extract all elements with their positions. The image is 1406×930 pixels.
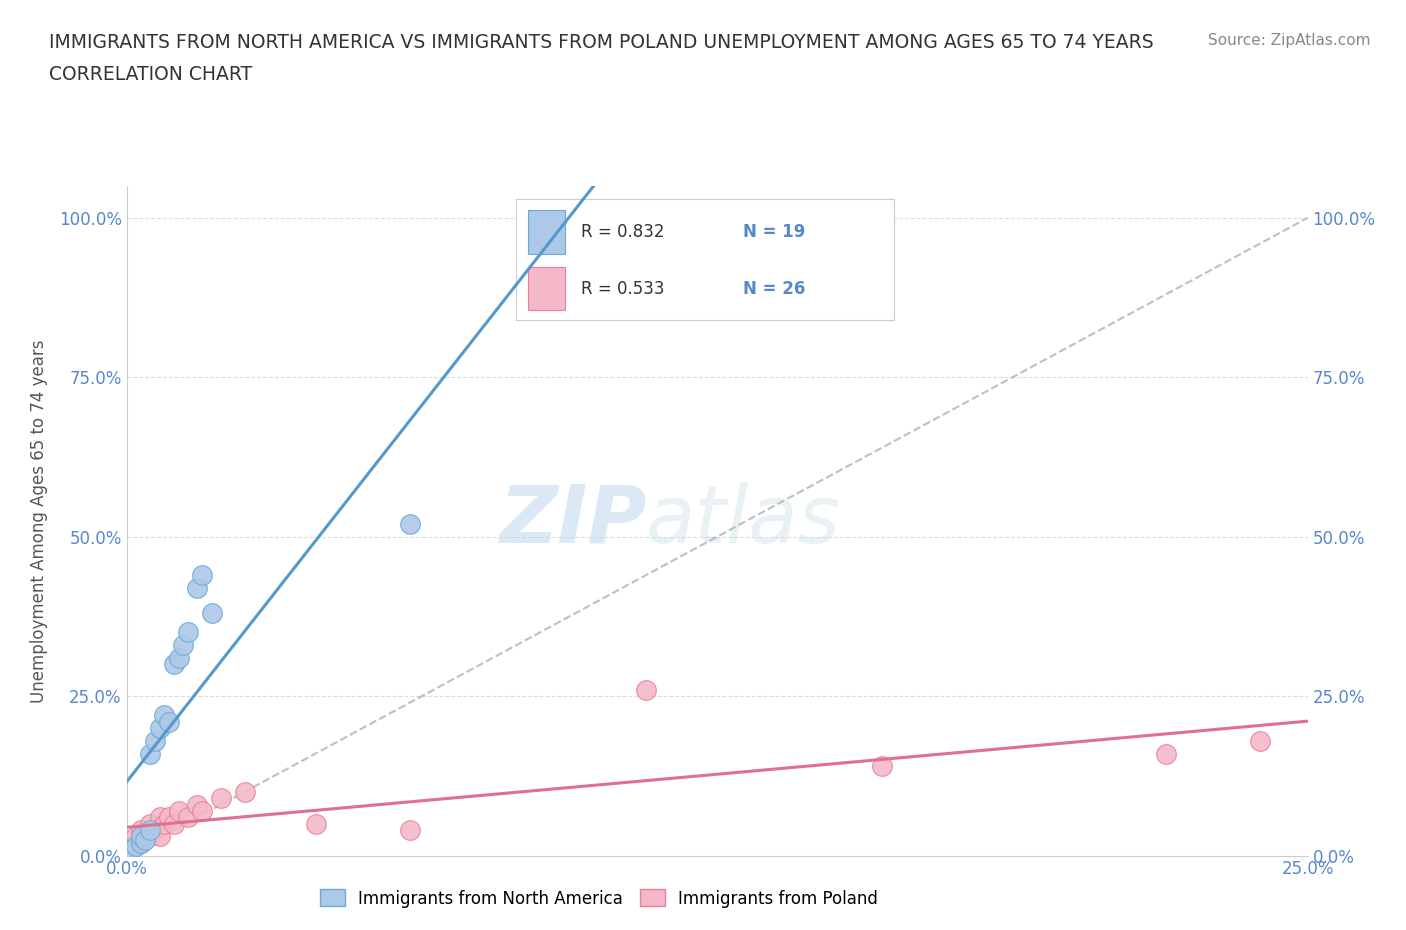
Point: [172, 638, 194, 653]
Point: [139, 829, 162, 844]
Point: [1154, 746, 1177, 761]
Point: [399, 516, 422, 531]
Point: [399, 823, 422, 838]
Point: [167, 804, 190, 818]
Text: Source: ZipAtlas.com: Source: ZipAtlas.com: [1208, 33, 1371, 47]
Point: [636, 683, 658, 698]
Point: [153, 817, 176, 831]
Point: [143, 734, 166, 749]
Point: [139, 823, 162, 838]
Point: [177, 810, 200, 825]
Point: [139, 817, 162, 831]
Point: [163, 817, 186, 831]
Point: [191, 804, 214, 818]
Text: IMMIGRANTS FROM NORTH AMERICA VS IMMIGRANTS FROM POLAND UNEMPLOYMENT AMONG AGES : IMMIGRANTS FROM NORTH AMERICA VS IMMIGRA…: [49, 33, 1154, 51]
Point: [186, 580, 208, 595]
Point: [167, 650, 190, 665]
Point: [125, 835, 148, 850]
Point: [233, 784, 256, 799]
Point: [163, 657, 186, 671]
Point: [129, 835, 152, 850]
Point: [200, 605, 222, 620]
Point: [143, 823, 166, 838]
Point: [157, 714, 180, 729]
Point: [177, 625, 200, 640]
Point: [153, 708, 176, 723]
Point: [149, 829, 172, 844]
Point: [120, 842, 142, 857]
Point: [120, 842, 142, 857]
Point: [149, 721, 172, 736]
Point: [134, 832, 156, 847]
Point: [125, 829, 148, 844]
Text: ZIP: ZIP: [499, 482, 647, 560]
Point: [129, 835, 152, 850]
Point: [129, 829, 152, 844]
Text: CORRELATION CHART: CORRELATION CHART: [49, 65, 253, 84]
Point: [129, 823, 152, 838]
Point: [209, 790, 232, 805]
Point: [157, 810, 180, 825]
Point: [186, 797, 208, 812]
Y-axis label: Unemployment Among Ages 65 to 74 years: Unemployment Among Ages 65 to 74 years: [30, 339, 48, 702]
Point: [149, 810, 172, 825]
Point: [139, 746, 162, 761]
Point: [125, 839, 148, 854]
Point: [191, 567, 214, 582]
Legend: Immigrants from North America, Immigrants from Poland: Immigrants from North America, Immigrant…: [314, 883, 884, 914]
Point: [872, 759, 894, 774]
Point: [304, 817, 326, 831]
Point: [134, 829, 156, 844]
Text: atlas: atlas: [647, 482, 841, 560]
Point: [1249, 734, 1271, 749]
